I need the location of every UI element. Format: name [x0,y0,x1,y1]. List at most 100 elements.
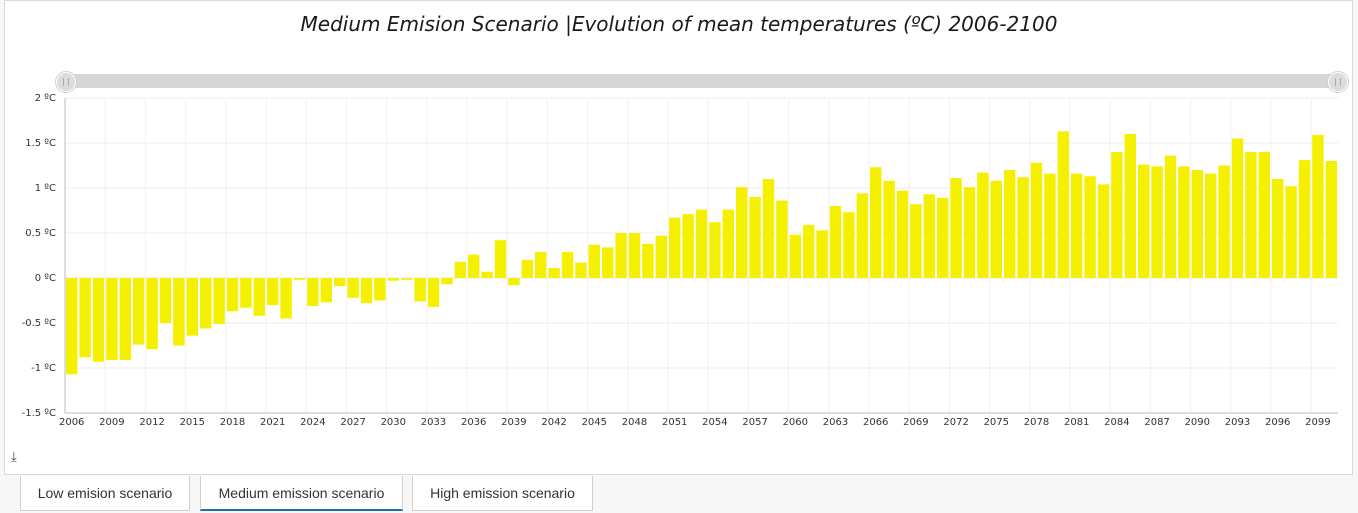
bar-2033[interactable] [427,278,440,307]
bar-2056[interactable] [736,187,748,278]
bar-2049[interactable] [642,243,654,278]
bar-2081[interactable] [1071,173,1083,278]
bar-2098[interactable] [1298,160,1311,278]
range-slider-handle-end[interactable] [1328,72,1348,92]
tab-low-emission[interactable]: Low emision scenario [20,476,190,511]
bar-2025[interactable] [320,278,332,303]
bar-2091[interactable] [1205,173,1217,278]
bar-2077[interactable] [1017,177,1029,278]
bar-2010[interactable] [119,278,131,360]
bar-2089[interactable] [1178,166,1190,278]
bar-2063[interactable] [829,206,842,278]
range-slider-handle-start[interactable] [56,72,76,92]
bar-2051[interactable] [669,217,681,278]
bar-2100[interactable] [1325,161,1337,278]
bar-2029[interactable] [374,278,386,301]
bar-2008[interactable] [92,278,105,362]
bar-2095[interactable] [1258,152,1270,278]
bar-2042[interactable] [548,268,560,278]
bar-2009[interactable] [106,278,118,360]
bar-2040[interactable] [521,260,533,278]
bar-2057[interactable] [749,197,761,278]
bar-2039[interactable] [508,278,520,286]
bar-2015[interactable] [186,278,198,336]
bar-2006[interactable] [66,278,78,375]
bar-2079[interactable] [1044,173,1056,278]
bar-2066[interactable] [870,167,882,278]
bar-2045[interactable] [588,244,600,278]
bar-2047[interactable] [615,233,627,278]
bar-2037[interactable] [481,271,493,278]
bar-2036[interactable] [468,254,480,278]
tab-medium-emission[interactable]: Medium emission scenario [200,476,403,511]
bar-2059[interactable] [776,200,788,278]
bar-2041[interactable] [535,251,547,278]
range-slider-track[interactable] [65,74,1338,88]
bar-2090[interactable] [1191,170,1203,278]
bar-2018[interactable] [226,278,239,312]
bar-2092[interactable] [1218,165,1230,279]
bar-2019[interactable] [240,278,252,308]
bar-2016[interactable] [200,278,212,329]
bar-2046[interactable] [602,247,614,278]
bar-2062[interactable] [816,230,828,278]
bar-2021[interactable] [267,278,279,305]
bar-2013[interactable] [159,278,172,323]
bar-2022[interactable] [280,278,292,319]
bar-2094[interactable] [1245,152,1257,278]
bar-2071[interactable] [937,197,949,278]
bar-2068[interactable] [896,190,909,278]
bar-2060[interactable] [789,234,801,278]
bar-2050[interactable] [655,235,667,278]
bar-2083[interactable] [1097,184,1110,278]
bar-2093[interactable] [1231,138,1244,279]
bar-2088[interactable] [1164,155,1177,278]
bar-2087[interactable] [1151,166,1163,278]
bar-2054[interactable] [709,222,721,278]
bar-2078[interactable] [1030,162,1043,278]
bar-2097[interactable] [1285,186,1297,278]
bar-2058[interactable] [762,179,775,278]
bar-2011[interactable] [133,278,145,345]
bar-2086[interactable] [1138,164,1150,278]
bar-2035[interactable] [454,261,466,278]
bar-2065[interactable] [856,193,868,278]
bar-2085[interactable] [1124,134,1136,278]
bar-2030[interactable] [387,278,399,281]
bar-2080[interactable] [1057,131,1069,278]
download-icon[interactable]: ⤓ [11,450,17,465]
bar-2082[interactable] [1084,176,1096,278]
bar-2074[interactable] [977,172,989,278]
bar-2026[interactable] [334,278,346,287]
bar-2069[interactable] [910,204,922,278]
bar-2038[interactable] [494,240,507,278]
bar-2052[interactable] [682,214,694,278]
bar-2096[interactable] [1272,179,1284,278]
bar-2076[interactable] [1004,170,1016,278]
bar-2061[interactable] [803,224,815,278]
bar-2034[interactable] [441,278,453,285]
bar-2024[interactable] [307,278,319,306]
bar-2075[interactable] [990,180,1002,278]
bar-2028[interactable] [360,278,373,304]
bar-2072[interactable] [950,178,962,278]
bar-2017[interactable] [213,278,225,324]
bar-2027[interactable] [347,278,359,298]
bar-2053[interactable] [695,209,708,278]
bar-2043[interactable] [561,251,574,278]
bar-2084[interactable] [1111,152,1123,278]
bar-2020[interactable] [253,278,265,316]
bar-2032[interactable] [414,278,426,302]
bar-2012[interactable] [146,278,158,350]
bar-2067[interactable] [883,180,895,278]
bar-2055[interactable] [722,209,734,278]
bar-2099[interactable] [1312,134,1324,278]
bar-2044[interactable] [575,262,587,278]
bar-2014[interactable] [173,278,185,346]
bar-2023[interactable] [293,278,306,280]
bar-2031[interactable] [401,278,413,280]
tab-high-emission[interactable]: High emission scenario [412,476,593,511]
bar-2048[interactable] [628,233,641,278]
bar-2073[interactable] [963,187,976,278]
bar-2064[interactable] [843,212,855,278]
